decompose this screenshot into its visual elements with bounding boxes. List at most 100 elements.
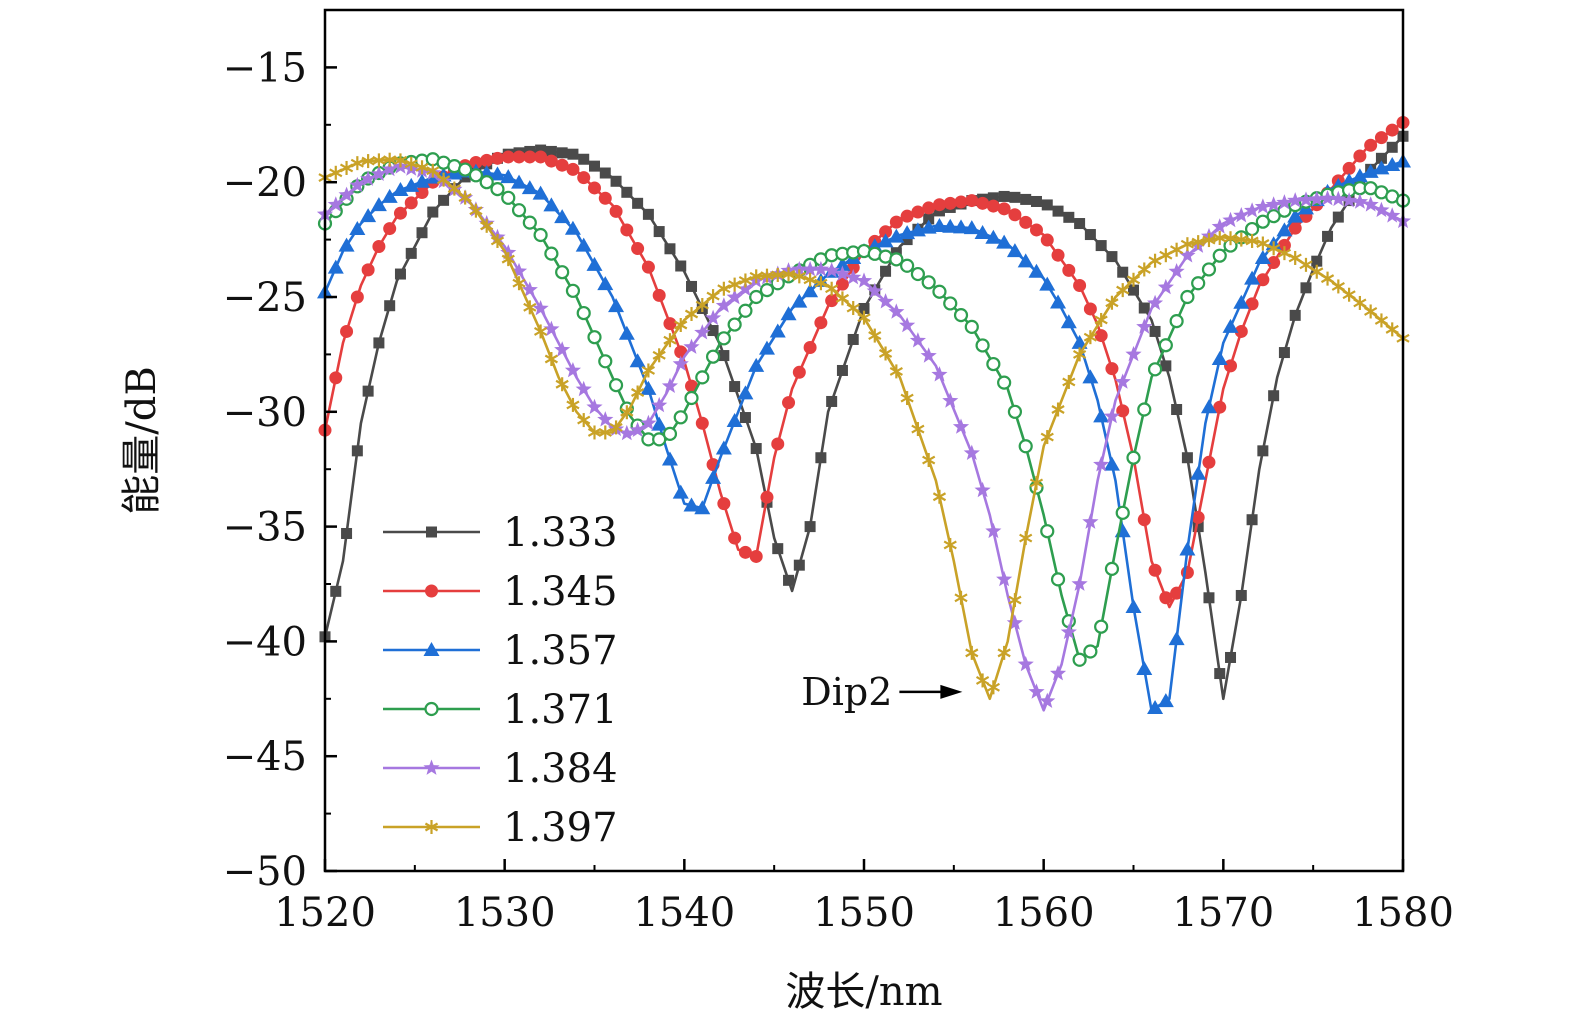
data-point xyxy=(618,424,635,441)
data-point xyxy=(726,289,743,305)
data-point xyxy=(609,204,623,218)
data-point xyxy=(340,324,354,338)
data-point xyxy=(1222,318,1239,333)
data-point xyxy=(556,147,568,159)
data-point xyxy=(566,397,580,412)
data-point xyxy=(598,191,612,205)
data-point xyxy=(974,224,991,239)
data-point xyxy=(535,144,547,156)
data-point xyxy=(1018,439,1033,454)
data-point xyxy=(997,375,1012,390)
data-point xyxy=(1103,456,1120,471)
data-point xyxy=(1224,359,1238,373)
data-point xyxy=(1308,190,1325,207)
data-point xyxy=(673,410,688,425)
data-point xyxy=(932,198,946,212)
data-point xyxy=(793,559,805,571)
data-point xyxy=(1073,279,1087,293)
data-point xyxy=(405,247,417,259)
data-point xyxy=(512,276,526,291)
data-point xyxy=(1106,251,1118,263)
data-point xyxy=(1115,505,1130,520)
data-point xyxy=(998,190,1010,202)
data-point xyxy=(1384,207,1401,223)
data-point xyxy=(577,413,591,428)
data-point xyxy=(555,158,569,172)
data-point xyxy=(1288,221,1302,235)
data-point xyxy=(1105,362,1119,376)
data-point xyxy=(707,325,719,337)
annotation-dip2: Dip2 xyxy=(801,670,963,714)
data-point xyxy=(878,346,893,361)
data-point xyxy=(1006,243,1023,258)
data-point xyxy=(338,237,355,252)
data-point xyxy=(350,156,364,171)
data-point xyxy=(1212,248,1227,263)
y-tick-label: −50 xyxy=(223,849,307,895)
data-point xyxy=(1149,325,1161,337)
data-point xyxy=(931,218,948,233)
data-point xyxy=(911,205,925,219)
data-point xyxy=(1191,276,1206,291)
data-point xyxy=(544,351,558,366)
data-point xyxy=(826,395,838,407)
data-point xyxy=(1136,318,1153,334)
data-point xyxy=(1084,229,1096,241)
data-point xyxy=(555,265,570,280)
data-point xyxy=(760,268,774,283)
data-point xyxy=(846,301,860,316)
data-point xyxy=(1125,598,1142,613)
data-point xyxy=(1072,652,1087,667)
data-point xyxy=(879,225,893,239)
data-point xyxy=(1137,513,1151,527)
data-point xyxy=(866,282,883,299)
data-point xyxy=(901,234,913,246)
data-point xyxy=(963,220,980,235)
data-point xyxy=(1104,561,1120,576)
data-point xyxy=(575,380,592,397)
data-point xyxy=(1082,369,1099,384)
data-point xyxy=(632,197,644,209)
data-point xyxy=(576,305,591,321)
legend-label: 1.371 xyxy=(503,687,618,733)
data-point xyxy=(1050,294,1067,309)
data-point xyxy=(672,484,689,499)
data-point xyxy=(675,260,687,272)
data-point xyxy=(758,340,775,355)
data-point xyxy=(932,284,947,299)
data-point xyxy=(629,353,646,368)
data-point xyxy=(598,354,613,369)
data-point xyxy=(1170,586,1184,600)
data-point xyxy=(834,265,851,281)
data-point xyxy=(521,180,538,195)
data-point xyxy=(381,160,398,177)
data-point xyxy=(749,289,764,305)
data-point xyxy=(942,392,959,408)
data-point xyxy=(877,233,894,248)
data-point xyxy=(726,412,743,427)
data-point xyxy=(621,186,633,198)
data-point xyxy=(1319,190,1336,206)
data-point xyxy=(381,188,398,203)
data-point xyxy=(349,176,366,193)
data-point xyxy=(911,422,925,437)
data-point xyxy=(438,194,450,206)
data-point xyxy=(1060,623,1077,640)
data-point xyxy=(772,543,784,555)
data-point xyxy=(706,289,720,304)
data-point xyxy=(836,364,848,376)
data-point xyxy=(1137,262,1151,277)
data-point xyxy=(931,366,948,382)
data-point xyxy=(1233,207,1250,223)
data-point xyxy=(932,489,947,504)
data-point xyxy=(416,227,428,239)
data-point xyxy=(511,174,528,189)
data-point xyxy=(683,338,700,354)
data-point xyxy=(1052,205,1064,217)
legend-item-1.384: 1.384 xyxy=(383,746,618,792)
data-point xyxy=(855,272,873,288)
data-point xyxy=(458,162,473,177)
data-point xyxy=(501,190,516,205)
series-1.371 xyxy=(317,152,1411,667)
data-point xyxy=(578,153,590,165)
